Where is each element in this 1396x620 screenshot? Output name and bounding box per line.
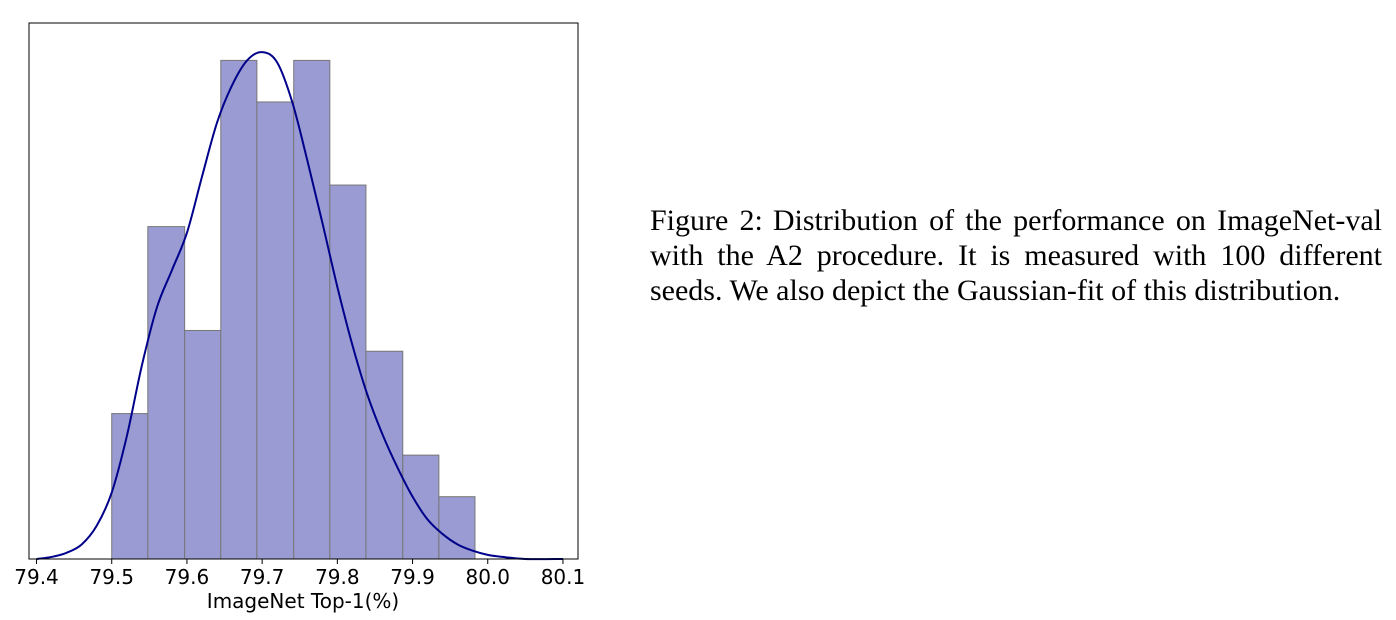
- histogram-bar-6: [293, 59, 331, 560]
- histogram-bar-4: [220, 59, 258, 560]
- histogram-bar-8: [365, 350, 404, 560]
- histogram-bar-2: [147, 226, 186, 560]
- x-tick-label: 79.9: [390, 565, 435, 589]
- x-tick-label: 79.6: [165, 565, 210, 589]
- x-tick-label: 79.4: [14, 565, 59, 589]
- gaussian-fit-curve: [36, 51, 563, 561]
- x-axis-label: ImageNet Top-1(%): [207, 589, 399, 613]
- x-tick-label: 80.1: [541, 565, 586, 589]
- figure-caption: Figure 2: Distribution of the performance…: [650, 203, 1382, 308]
- x-tick-label: 79.8: [315, 565, 360, 589]
- x-tick-label: 80.0: [465, 565, 510, 589]
- histogram-bars: [111, 59, 476, 560]
- plot-frame: [28, 22, 579, 560]
- histogram-bar-5: [256, 101, 295, 560]
- x-axis-ticks: 79.4 79.5 79.6 79.7 79.8 79.9 80.0 80.1: [14, 559, 585, 589]
- histogram-bar-3: [184, 329, 222, 560]
- histogram-bar-1: [111, 413, 149, 560]
- caption-label: Figure 2:: [650, 204, 763, 237]
- x-tick-label: 79.7: [240, 565, 285, 589]
- x-tick-label: 79.5: [89, 565, 134, 589]
- histogram-chart: 79.4 79.5 79.6 79.7 79.8 79.9 80.0 80.1 ImageNe…: [14, 22, 585, 613]
- caption-text: Distribution of the performance on Image…: [650, 204, 1383, 307]
- histogram-bar-9: [402, 454, 440, 560]
